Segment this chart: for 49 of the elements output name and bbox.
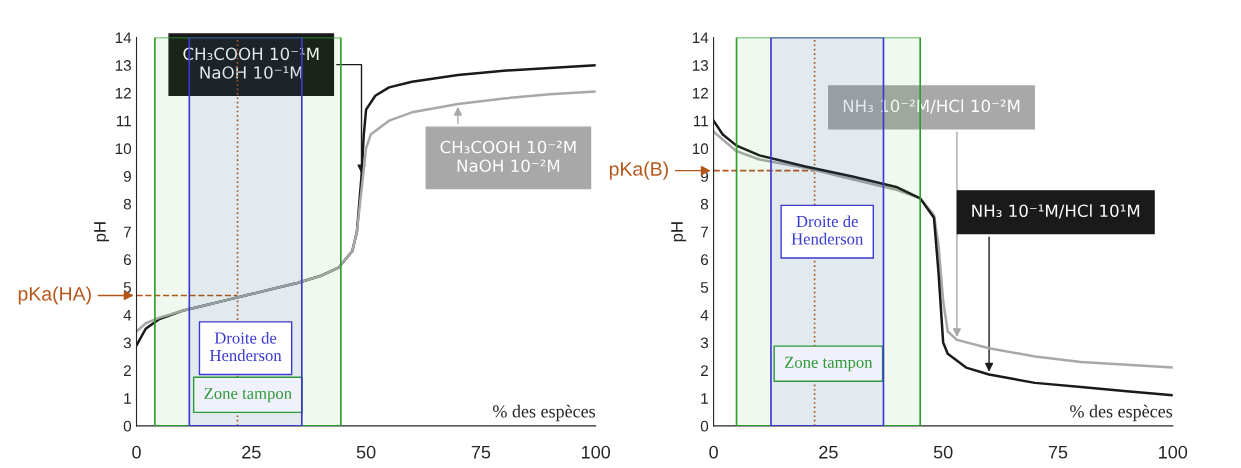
band-label: Droite de Henderson [209,331,282,362]
y-tick-label: 8 [123,198,131,210]
x-tick-label: 100 [582,445,611,459]
y-tick-label: 9 [123,171,131,182]
band-label: Droite de Henderson [791,215,864,245]
x-tick-label: 0 [132,445,141,459]
y-tick-label: 14 [692,32,709,43]
band-label: Zone tampon [784,356,873,372]
x-tick-label: 75 [1048,445,1068,459]
y-tick-label: 13 [692,60,709,71]
y-tick-label: 10 [692,143,709,155]
y-tick-label: 3 [700,337,709,349]
x-tick-label: 50 [356,445,376,459]
y-tick-label: 13 [115,60,131,71]
y-tick-label: 4 [700,309,709,321]
y-tick-label: 14 [115,32,132,43]
y-tick-label: 12 [115,87,131,99]
x-axis-title: % des espèces [1070,404,1173,422]
y-tick-label: 2 [700,365,708,376]
y-axis-title: pH [671,222,687,242]
y-tick-label: 12 [692,87,708,99]
y-tick-label: 7 [701,226,708,238]
ref-line-label: pKa(B) [609,161,668,180]
x-tick-label: 100 [1159,445,1188,459]
x-axis-title: % des espèces [493,404,596,422]
band-label: Zone tampon [204,387,292,403]
y-axis-title: pH [94,222,110,242]
y-tick-label: 11 [694,115,708,127]
y-tick-label: 3 [123,337,131,349]
y-tick-label: 2 [123,365,131,376]
y-tick-label: 0 [123,420,132,432]
series-label: CH₃COOH 10⁻²M NaOH 10⁻²M [440,140,576,173]
x-tick-label: 25 [819,445,838,459]
y-tick-label: 6 [700,254,709,266]
x-tick-label: 50 [933,445,953,459]
x-tick-label: 25 [242,445,261,459]
y-tick-label: 8 [700,198,709,210]
y-tick-label: 11 [116,115,131,127]
x-tick-label: 75 [471,445,491,459]
y-tick-label: 10 [115,143,132,155]
y-tick-label: 0 [700,420,709,432]
y-tick-label: 7 [123,226,131,238]
y-tick-label: 4 [123,309,132,321]
y-tick-label: 1 [124,393,131,404]
text: NH₃ 10⁻¹M/HCl 10¹M [972,204,1140,219]
ref-line-label: pKa(HA) [18,286,91,305]
y-tick-label: 5 [700,282,709,293]
y-tick-label: 6 [123,254,131,266]
y-tick-label: 1 [701,393,708,404]
